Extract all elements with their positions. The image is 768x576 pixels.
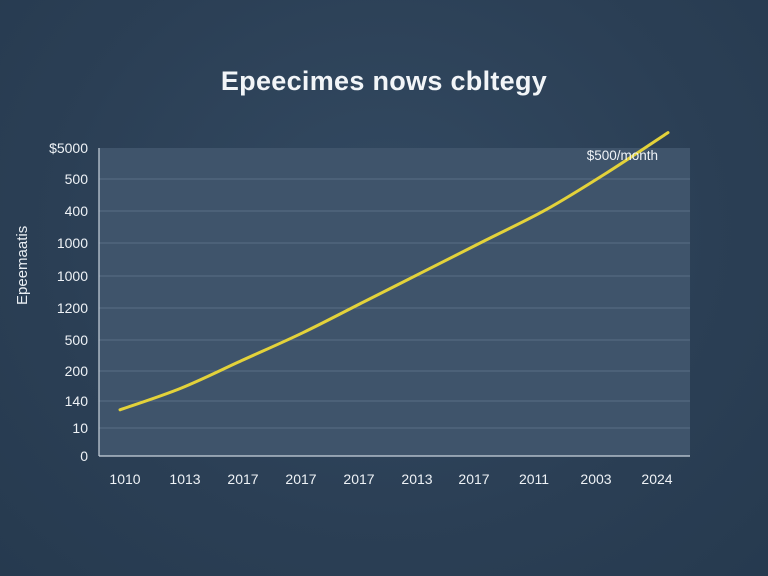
y-tick-label: 500 (65, 171, 89, 187)
x-tick-label: 2017 (458, 471, 489, 487)
y-tick-label: 1000 (57, 268, 88, 284)
y-tick-label: 400 (65, 203, 89, 219)
series-line-0 (118, 131, 670, 412)
x-tick-label: 1013 (169, 471, 200, 487)
y-tick-label: 10 (72, 420, 88, 436)
chart-title: Epeecimes nows cbltegy (220, 66, 548, 96)
plot-area (99, 148, 690, 456)
x-tick-label: 2017 (227, 471, 258, 487)
y-tick-label: $5000 (49, 140, 88, 156)
x-tick-label: 1010 (109, 471, 140, 487)
y-tick-label: 0 (80, 448, 88, 464)
y-tick-label: 1000 (57, 235, 88, 251)
y-tick-label: 200 (65, 363, 89, 379)
x-tick-label: 2024 (641, 471, 672, 487)
y-tick-label: 140 (65, 393, 89, 409)
x-tick-label: 2017 (343, 471, 374, 487)
y-tick-label: 500 (65, 332, 89, 348)
annotation-label: $500/month (587, 148, 658, 163)
x-tick-label: 2011 (519, 471, 549, 487)
x-tick-label: 2017 (285, 471, 316, 487)
x-tick-label: 2013 (401, 471, 432, 487)
y-tick-label: 1200 (57, 300, 88, 316)
x-tick-label: 2003 (580, 471, 611, 487)
